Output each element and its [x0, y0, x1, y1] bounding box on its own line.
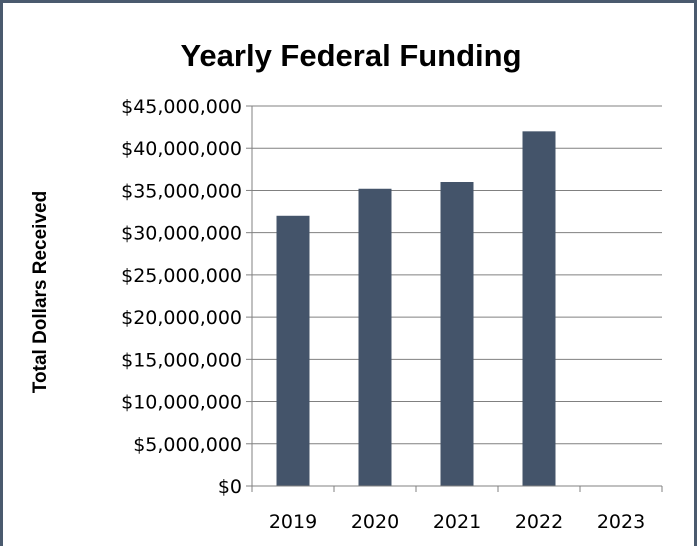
x-tick-label-2019: 2019	[269, 511, 317, 533]
bar-2020	[358, 188, 392, 486]
y-tick-labels: $0 $5,000,000 $10,000,000 $15,000,000 $20,00…	[121, 96, 242, 498]
y-tick-label: $5,000,000	[133, 434, 242, 456]
chart-title: Yearly Federal Funding	[180, 38, 521, 73]
x-tick-label-2021: 2021	[433, 511, 481, 533]
x-tick-label-2020: 2020	[351, 511, 399, 533]
axes	[246, 105, 663, 492]
y-tick-label: $0	[218, 476, 242, 498]
y-tick-label: $30,000,000	[121, 223, 242, 245]
y-axis-label: Total Dollars Received	[30, 191, 51, 393]
x-tick-labels: 2019 2020 2021 2022 2023	[269, 511, 645, 533]
bar-2019	[276, 215, 310, 486]
y-tick-label: $45,000,000	[121, 96, 242, 118]
bar-2021	[440, 182, 474, 486]
bar-2022	[522, 131, 556, 487]
y-tick-label: $25,000,000	[121, 265, 242, 287]
y-tick-label: $15,000,000	[121, 349, 242, 371]
x-tick-label-2023: 2023	[597, 511, 645, 533]
y-tick-label: $10,000,000	[121, 392, 242, 414]
x-tick-label-2022: 2022	[515, 511, 563, 533]
y-tick-label: $40,000,000	[121, 138, 242, 160]
bars	[276, 131, 556, 487]
y-tick-label: $20,000,000	[121, 307, 242, 329]
y-tick-label: $35,000,000	[121, 180, 242, 202]
